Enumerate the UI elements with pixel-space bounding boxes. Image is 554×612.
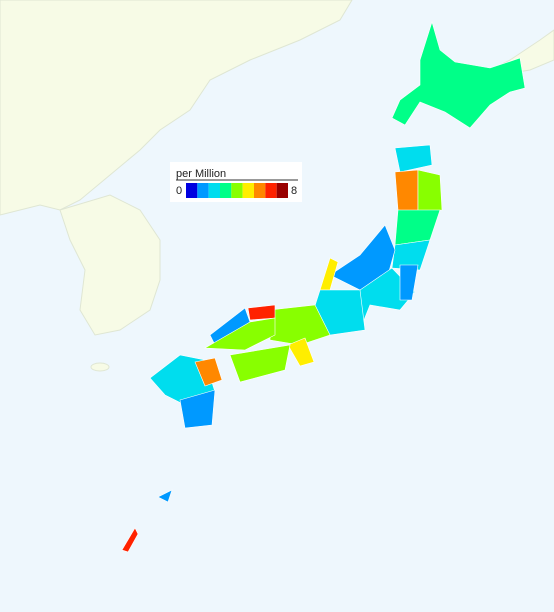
prefecture [394,144,433,173]
legend-swatch [208,183,220,198]
legend-swatch [231,183,243,198]
legend-swatch [186,183,198,198]
prefectures [121,20,526,553]
legend-min: 0 [176,185,182,197]
legend-swatch [197,183,209,198]
legend-swatch [254,183,266,198]
jeju [90,362,110,372]
korea [59,194,161,336]
islands [469,29,554,81]
prefecture [157,489,173,503]
prefecture [394,169,419,213]
legend-swatch [220,183,232,198]
legend: per Million 0 8 [170,162,302,202]
prefecture [179,389,216,429]
prefecture [121,527,139,553]
prefecture [229,344,291,383]
legend-title: per Million [176,168,226,180]
prefecture [287,337,315,367]
legend-swatch [265,183,277,198]
legend-swatch [242,183,254,198]
legend-max: 8 [291,185,297,197]
prefecture [391,20,526,129]
prefecture [247,304,276,321]
legend-swatch [276,183,288,198]
continent [0,0,353,216]
prefecture [391,239,431,271]
prefecture [417,169,443,213]
prefecture [399,264,419,301]
prefecture [203,317,276,351]
prefecture [194,357,223,387]
